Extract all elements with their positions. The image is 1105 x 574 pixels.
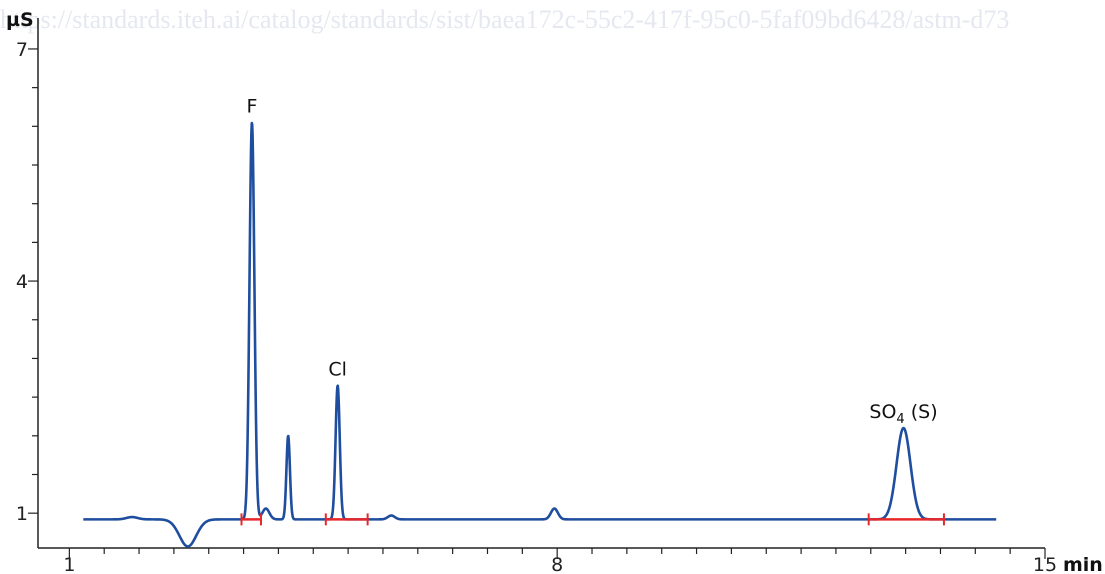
x-tick-label: 1	[63, 554, 75, 574]
y-tick-label: 1	[16, 503, 28, 525]
chromatogram-trace	[82, 121, 998, 548]
watermark-url: https://standards.iteh.ai/catalog/standa…	[0, 5, 1009, 34]
y-tick-label: 4	[16, 271, 28, 293]
y-tick-label: 7	[16, 39, 28, 61]
peak-labels: F Cl SO4 (S)	[246, 95, 937, 427]
y-axis-unit-label: µS	[6, 9, 34, 31]
peak-label-3: SO4 (S)	[869, 401, 937, 427]
axis-ticks	[28, 48, 1046, 559]
x-tick-label: 8	[551, 554, 563, 574]
x-axis-unit-label: min	[1063, 554, 1103, 574]
peak-label-2: Cl	[328, 359, 347, 381]
peak-integration-markers	[240, 513, 945, 526]
peak-label-1: F	[246, 95, 257, 117]
x-tick-label: 15	[1033, 554, 1057, 574]
axis-tick-labels: 1 8 15 1 4 7	[16, 39, 1057, 574]
